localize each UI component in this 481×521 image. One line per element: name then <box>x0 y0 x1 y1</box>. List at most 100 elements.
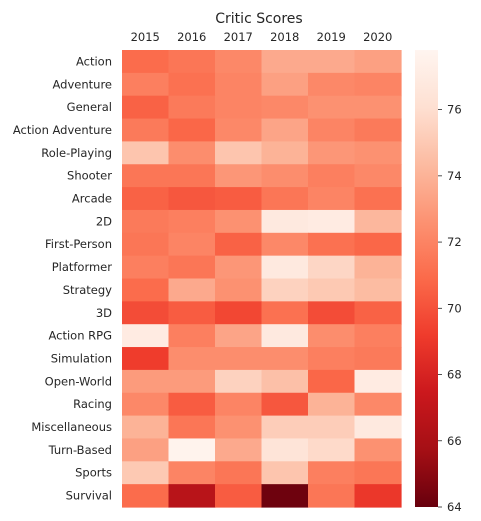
colorbar-tick-label: 68 <box>447 368 462 382</box>
heatmap-cell <box>168 438 216 462</box>
heatmap-cell <box>122 50 170 74</box>
heatmap-cell <box>261 187 309 211</box>
row-label: Open-World <box>45 374 112 388</box>
column-labels: 2015 2016 2017 2018 2019 2020 <box>131 30 393 44</box>
row-label: Action RPG <box>48 329 112 343</box>
heatmap-cell <box>308 255 356 280</box>
row-label: Adventure <box>53 77 112 91</box>
heatmap-cell <box>354 347 402 371</box>
heatmap-cell <box>122 95 170 120</box>
column-label: 2018 <box>270 30 299 44</box>
colorbar-tick-label: 70 <box>447 301 462 315</box>
row-label: Turn-Based <box>48 443 112 457</box>
heatmap-cell <box>168 278 216 302</box>
heatmap-cell <box>215 72 263 97</box>
column-label: 2015 <box>131 30 160 44</box>
heatmap-cells <box>122 50 402 508</box>
heatmap-cell <box>308 461 356 485</box>
row-label: Platformer <box>52 260 113 274</box>
heatmap-cell <box>308 301 356 325</box>
heatmap-cell <box>168 118 216 142</box>
heatmap-cell <box>354 324 402 348</box>
heatmap-cell <box>168 415 216 440</box>
heatmap-cell <box>308 118 356 142</box>
heatmap-cell <box>354 164 402 188</box>
heatmap-cell <box>215 461 263 485</box>
heatmap-cell <box>168 484 216 508</box>
heatmap-cell <box>215 50 263 74</box>
heatmap-cell <box>354 95 402 120</box>
heatmap-cell <box>168 209 216 234</box>
heatmap-cell <box>261 438 309 462</box>
heatmap-cell <box>354 461 402 485</box>
row-label: Action <box>76 54 112 68</box>
heatmap-cell <box>261 301 309 325</box>
colorbar-ticks: 64 66 68 70 72 74 76 <box>438 103 462 514</box>
heatmap-cell <box>354 72 402 97</box>
heatmap-cell <box>215 95 263 120</box>
column-label: 2017 <box>224 30 253 44</box>
colorbar-tick-label: 66 <box>447 434 462 448</box>
heatmap-cell <box>122 232 170 257</box>
heatmap-cell <box>308 278 356 302</box>
row-label: First-Person <box>45 237 112 251</box>
heatmap-cell <box>308 232 356 257</box>
heatmap-cell <box>168 461 216 485</box>
heatmap-cell <box>122 369 170 394</box>
heatmap-cell <box>168 95 216 120</box>
heatmap-cell <box>122 141 170 165</box>
heatmap-cell <box>215 118 263 142</box>
heatmap-cell <box>122 461 170 485</box>
heatmap-cell <box>122 72 170 97</box>
heatmap-cell <box>168 255 216 280</box>
colorbar-tick-label: 76 <box>447 103 462 117</box>
heatmap-cell <box>168 232 216 257</box>
heatmap-cell <box>215 301 263 325</box>
heatmap-cell <box>308 164 356 188</box>
row-labels: Action Adventure General Action Adventure Ro… <box>13 54 112 502</box>
heatmap-cell <box>168 324 216 348</box>
heatmap-cell <box>261 72 309 97</box>
heatmap-cell <box>122 187 170 211</box>
heatmap-cell <box>122 347 170 371</box>
heatmap-cell <box>215 484 263 508</box>
row-label: 2D <box>96 214 112 228</box>
heatmap-cell <box>354 484 402 508</box>
row-label: Shooter <box>67 169 112 183</box>
heatmap-cell <box>261 324 309 348</box>
heatmap-cell <box>261 415 309 440</box>
heatmap-cell <box>168 347 216 371</box>
heatmap-cell <box>261 164 309 188</box>
heatmap-cell <box>168 392 216 417</box>
heatmap-cell <box>122 438 170 462</box>
heatmap-cell <box>122 484 170 508</box>
heatmap-cell <box>215 369 263 394</box>
heatmap-cell <box>354 392 402 417</box>
heatmap-cell <box>354 187 402 211</box>
heatmap-cell <box>261 141 309 165</box>
column-label: 2019 <box>317 30 346 44</box>
heatmap-cell <box>215 392 263 417</box>
heatmap-cell <box>122 324 170 348</box>
row-label: General <box>67 100 112 114</box>
row-label: Survival <box>66 489 112 503</box>
colorbar-tick-label: 64 <box>447 500 462 514</box>
heatmap-cell <box>215 278 263 302</box>
heatmap-cell <box>261 347 309 371</box>
heatmap-cell <box>215 438 263 462</box>
heatmap-cell <box>308 484 356 508</box>
heatmap-cell <box>261 232 309 257</box>
heatmap-cell <box>261 392 309 417</box>
heatmap-cell <box>168 72 216 97</box>
row-label: Role-Playing <box>41 146 112 160</box>
colorbar-tick-label: 72 <box>447 235 462 249</box>
heatmap-cell <box>168 187 216 211</box>
row-label: Arcade <box>72 192 112 206</box>
heatmap-cell <box>215 324 263 348</box>
heatmap-cell <box>215 255 263 280</box>
colorbar <box>415 50 438 507</box>
heatmap-cell <box>308 438 356 462</box>
heatmap-cell <box>122 255 170 280</box>
row-label: 3D <box>96 306 112 320</box>
